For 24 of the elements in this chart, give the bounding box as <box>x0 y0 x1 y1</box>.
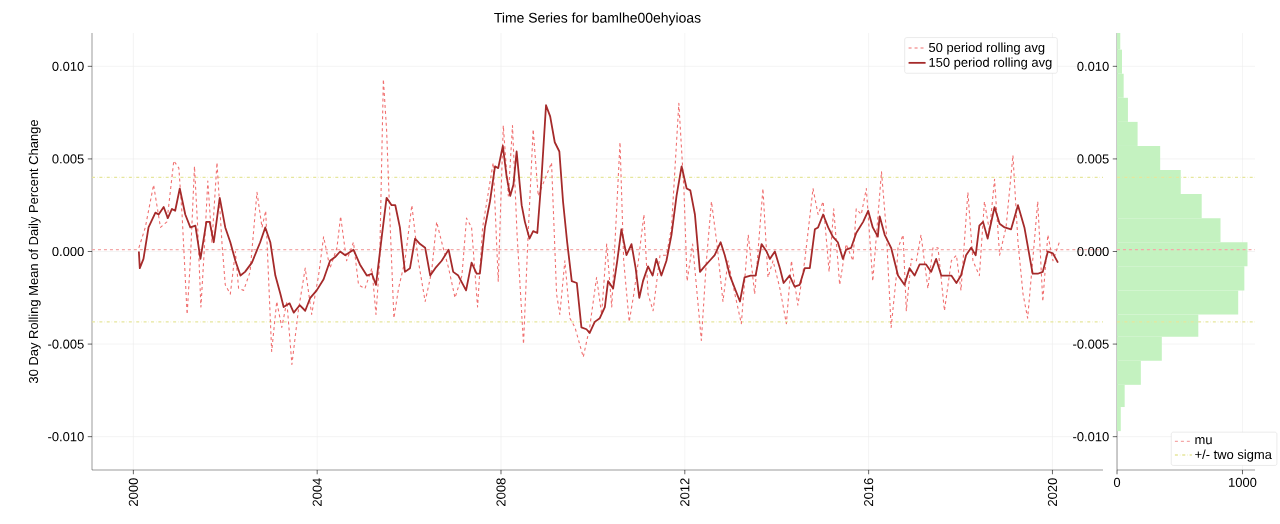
y-axis-title: 30 Day Rolling Mean of Daily Percent Change <box>28 120 41 384</box>
x-tick-label: 2012 <box>680 478 690 506</box>
y-tick-label: -0.005 <box>1073 339 1109 349</box>
y-tick-label: 0.005 <box>1077 154 1109 164</box>
x-tick-label: 2020 <box>1047 478 1058 506</box>
chart-title: Time Series for bamlhe00ehyioas <box>494 12 701 26</box>
x-tick-label: 2004 <box>312 478 322 506</box>
y-tick-label: 0.005 <box>52 154 84 164</box>
legend-label: 150 period rolling avg <box>929 57 1052 70</box>
y-tick-label: 0.010 <box>52 61 84 71</box>
legend-label: mu <box>1195 437 1212 445</box>
y-tick-label: -0.005 <box>48 339 84 349</box>
legend-label: 50 period rolling avg <box>928 42 1045 55</box>
legend-label: +/- two sigma <box>1195 449 1272 462</box>
y-tick-label: 0.000 <box>52 246 84 257</box>
x-tick-label: 1000 <box>1229 477 1257 487</box>
x-tick-label: 2000 <box>128 478 138 506</box>
y-tick-label: -0.010 <box>1073 432 1109 442</box>
x-tick-label: 0 <box>1113 477 1121 487</box>
y-tick-label: -0.010 <box>48 432 84 442</box>
x-tick-label: 2016 <box>864 478 874 506</box>
y-tick-label: 0.000 <box>1077 246 1109 257</box>
y-tick-label: 0.010 <box>1077 61 1109 71</box>
x-tick-label: 2008 <box>496 478 506 506</box>
